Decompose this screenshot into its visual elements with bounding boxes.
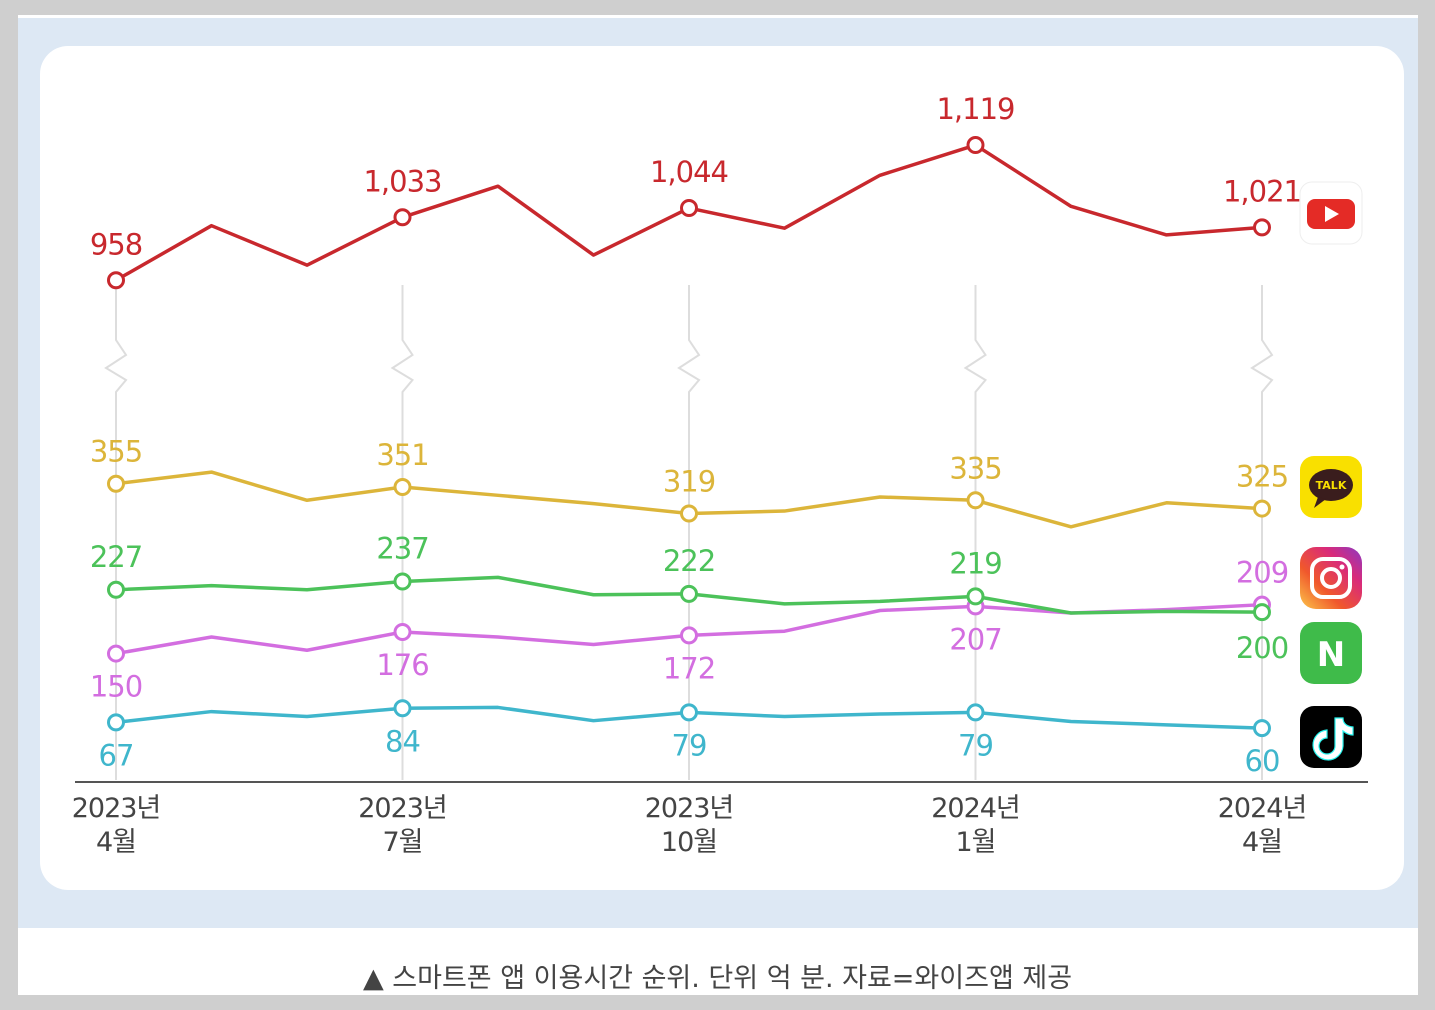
x-tick-label: 2024년 4월 <box>1217 793 1308 858</box>
guide-line <box>1250 285 1274 780</box>
point <box>966 136 985 155</box>
point <box>107 644 125 663</box>
data-label: 222 <box>663 544 715 578</box>
x-tick-label: 2023년 10월 <box>644 793 735 858</box>
point <box>1253 218 1271 237</box>
point <box>393 699 412 718</box>
kakaotalk-icon: TALK <box>1300 456 1362 518</box>
data-label: 150 <box>90 670 142 704</box>
data-label: 335 <box>949 451 1001 485</box>
guide-line <box>390 285 415 780</box>
point <box>1253 603 1271 622</box>
panel <box>18 18 1418 928</box>
point <box>680 703 698 722</box>
point <box>680 504 698 523</box>
point <box>680 199 698 218</box>
data-label: 319 <box>663 465 715 499</box>
card <box>40 46 1404 890</box>
point <box>107 713 125 732</box>
instagram-icon <box>1300 547 1362 609</box>
point <box>966 703 985 722</box>
data-label: 237 <box>376 531 428 565</box>
data-label: 176 <box>376 648 428 682</box>
guide-line <box>104 285 128 780</box>
icon-text: N <box>1317 635 1345 675</box>
data-label: 209 <box>1236 556 1288 590</box>
youtube-icon <box>1299 181 1363 245</box>
data-label: 79 <box>958 728 993 762</box>
data-label: 355 <box>90 435 142 469</box>
guide-line <box>963 285 988 780</box>
point <box>393 623 412 642</box>
x-tick-label: 2024년 1월 <box>931 793 1021 858</box>
x-tick-label: 2023년 7월 <box>358 793 448 858</box>
x-tick-label: 2023년 4월 <box>71 793 162 858</box>
point <box>966 587 985 606</box>
point <box>680 584 698 603</box>
naver-icon: N <box>1300 622 1362 684</box>
data-label: 60 <box>1245 744 1280 778</box>
point <box>966 491 985 510</box>
point <box>680 626 698 645</box>
caption: ▲ 스마트폰 앱 이용시간 순위. 단위 억 분. 자료=와이즈앱 제공 <box>362 963 1073 994</box>
tiktok-icon <box>1300 706 1362 768</box>
data-label: 958 <box>90 227 142 261</box>
data-label: 1,119 <box>936 92 1014 126</box>
data-label: 207 <box>949 622 1001 656</box>
point <box>107 474 125 493</box>
point <box>1253 719 1271 738</box>
data-label: 1,033 <box>363 164 441 198</box>
data-label: 227 <box>90 540 142 574</box>
point <box>393 208 412 227</box>
data-label: 1,021 <box>1223 174 1301 208</box>
data-label: 1,044 <box>650 155 728 189</box>
point <box>393 478 412 497</box>
frame <box>18 15 1418 995</box>
data-label: 172 <box>663 651 715 685</box>
point <box>393 572 412 591</box>
point <box>107 271 125 290</box>
data-label: 84 <box>385 724 420 758</box>
icon-text: TALK <box>1316 479 1347 492</box>
guide-line <box>677 285 701 780</box>
data-label: 351 <box>376 438 428 472</box>
data-label: 325 <box>1236 460 1288 494</box>
data-label: 219 <box>949 546 1001 580</box>
point <box>107 580 125 599</box>
data-label: 67 <box>99 738 134 772</box>
point <box>1253 499 1271 518</box>
data-label: 79 <box>672 728 707 762</box>
data-label: 200 <box>1236 631 1288 665</box>
